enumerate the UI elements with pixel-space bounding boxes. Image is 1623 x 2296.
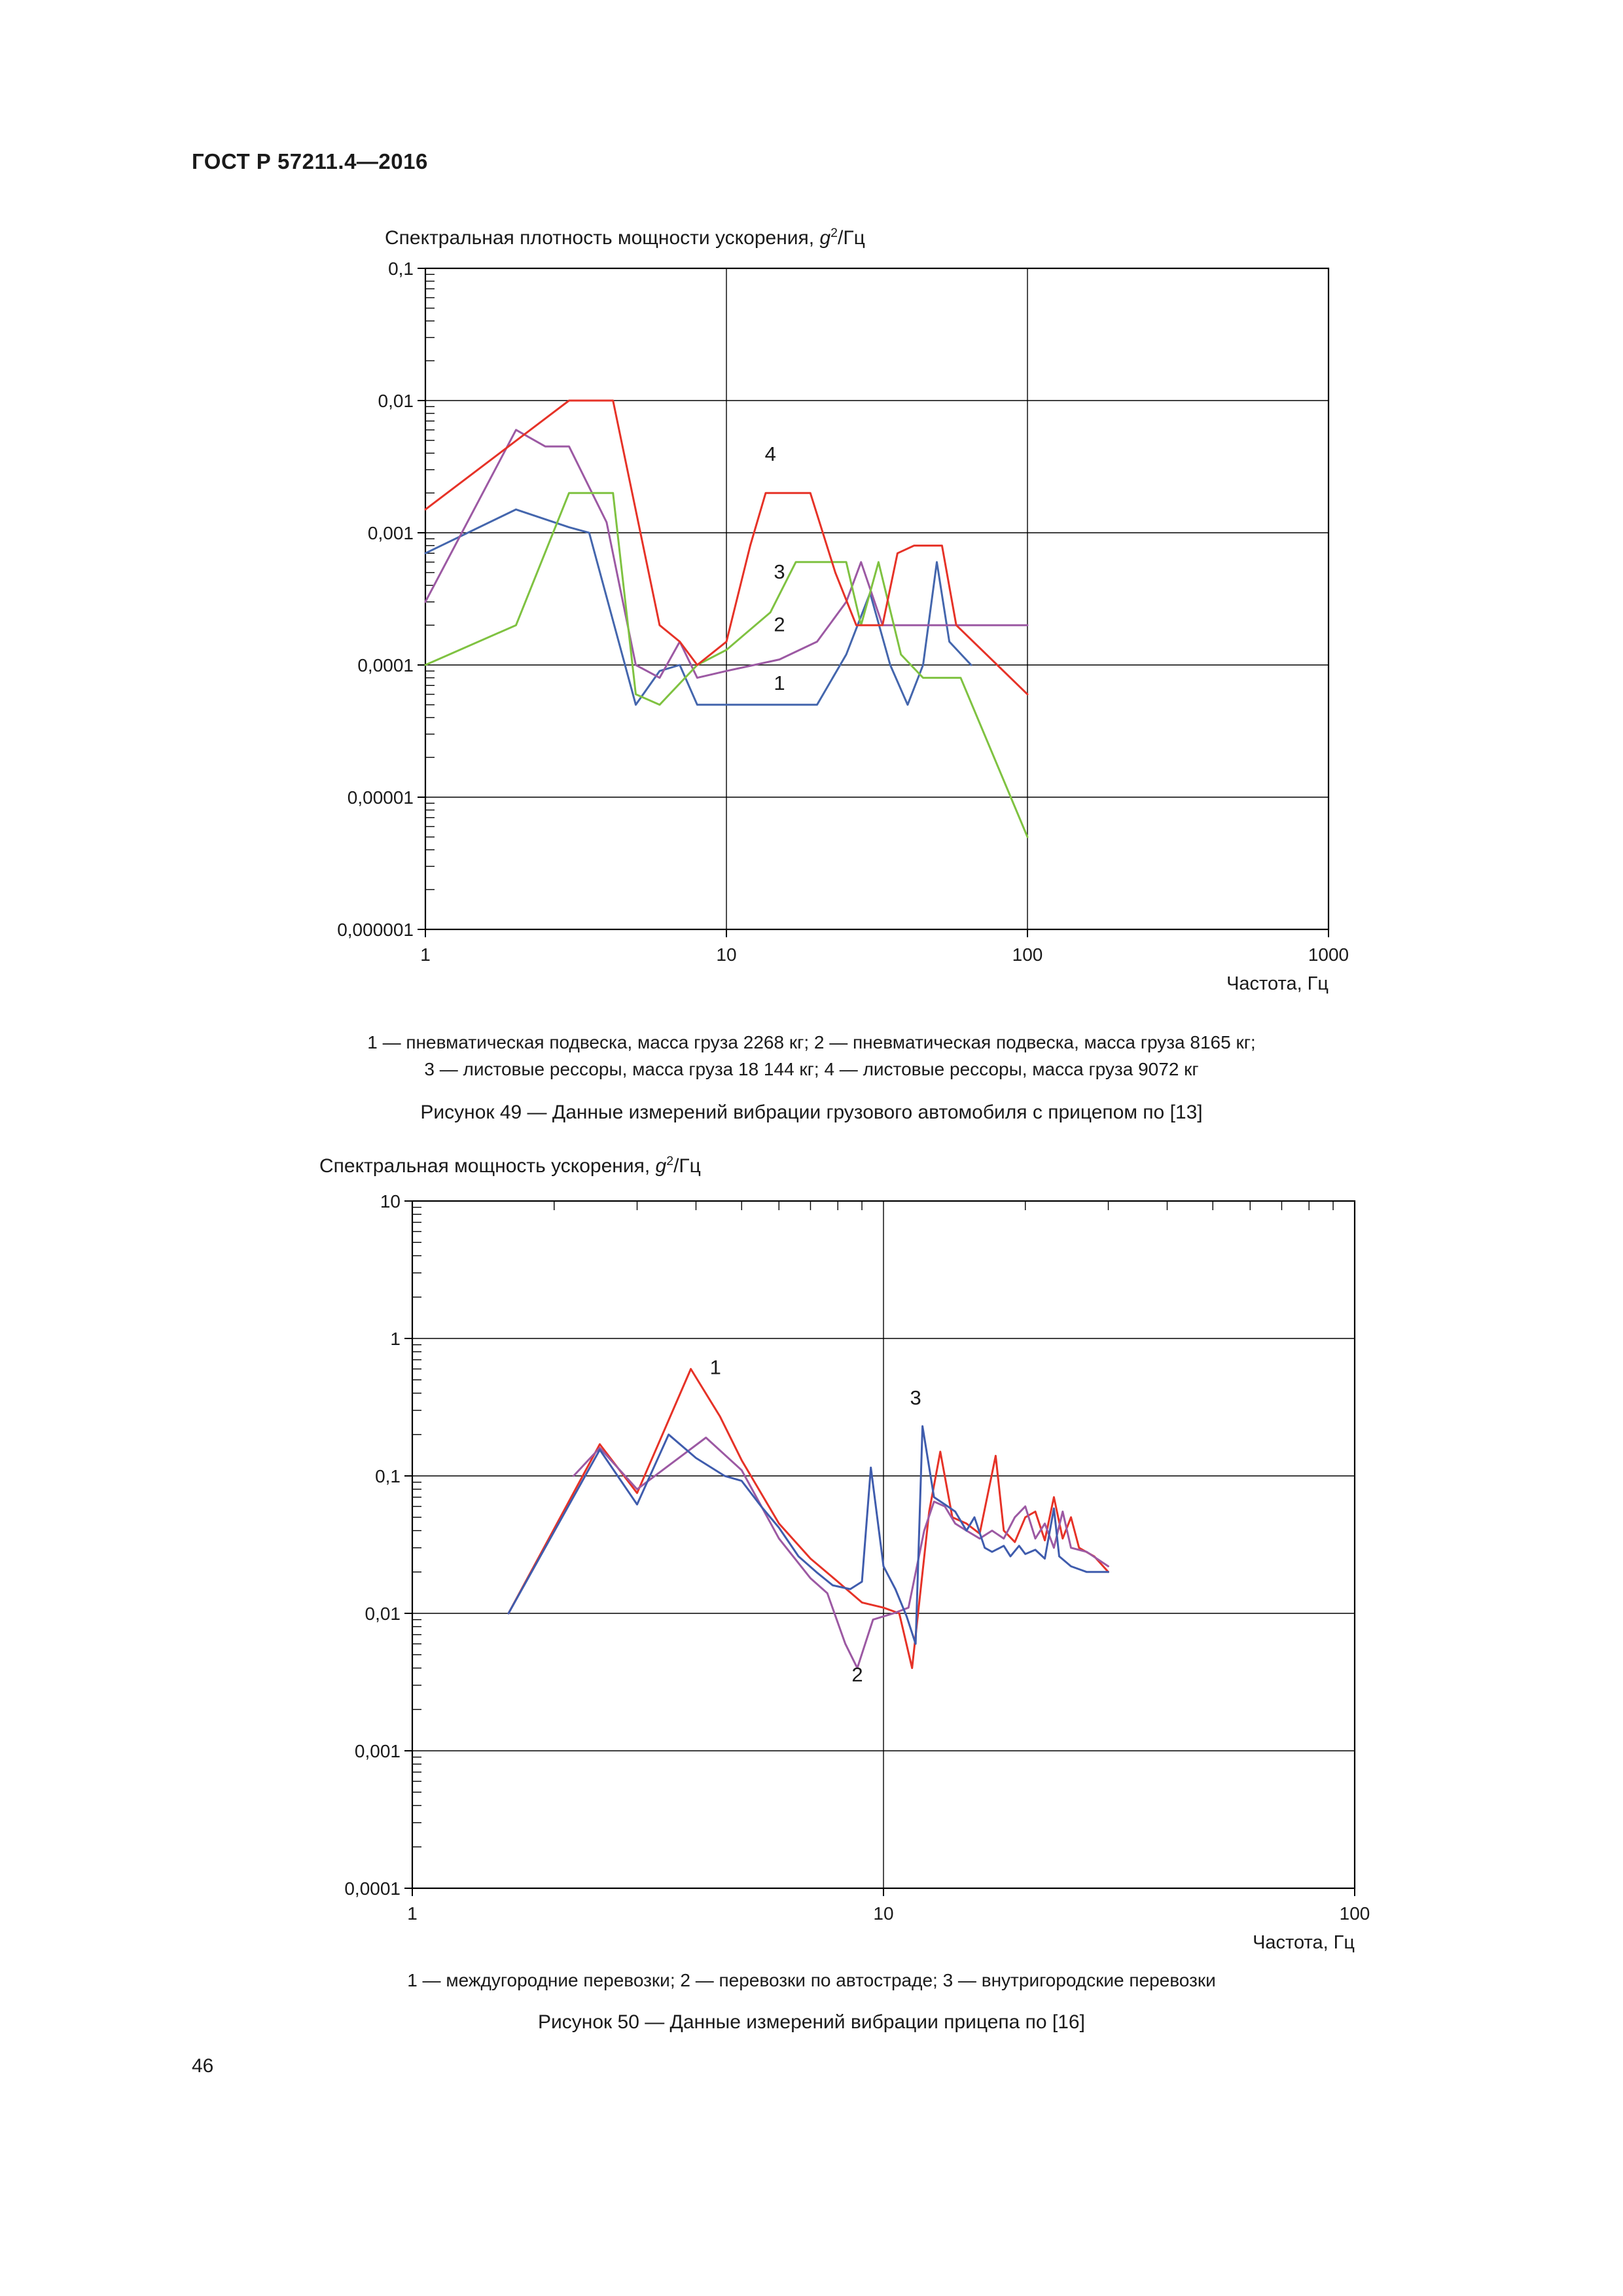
figure50-title-symbol: g	[655, 1155, 667, 1177]
figure49-chart-series-3	[424, 492, 1029, 838]
figure50-chart-ytick-label: 1	[390, 1329, 401, 1349]
figure50-chart-curve-label-2: 2	[851, 1663, 863, 1686]
figure49-title: Спектральная плотность мощности ускорени…	[385, 226, 865, 249]
figure49-chart-ytick-label: 0,1	[388, 259, 414, 279]
figure49-chart-ytick-label: 0,01	[378, 391, 414, 411]
figure50-chart-curve-label-3: 3	[910, 1386, 921, 1409]
figure49-chart-ytick-label: 0,000001	[337, 920, 414, 940]
figure49-chart-series-4	[424, 399, 1029, 696]
figure49-legend-line2: 3 — листовые рессоры, масса груза 18 144…	[424, 1059, 1199, 1079]
figure49-chart-ytick-label: 0,00001	[348, 787, 414, 808]
figure50-title-text: Спектральная мощность ускорения,	[319, 1155, 656, 1177]
page-number: 46	[192, 2055, 214, 2077]
figure49-chart-xtick-label: 1000	[1308, 944, 1349, 965]
figure50-chart-series-2	[573, 1437, 1109, 1670]
figure50-chart-series-3	[507, 1425, 1109, 1645]
figure49-legend-line1: 1 — пневматическая подвеска, масса груза…	[367, 1032, 1256, 1052]
figure49-chart-xtick-label: 10	[716, 944, 736, 965]
document-header: ГОСТ Р 57211.4—2016	[192, 149, 428, 173]
figure50-chart-ytick-label: 0,0001	[344, 1878, 401, 1899]
figure50-title-unit: /Гц	[673, 1155, 701, 1177]
figure49-title-unit: /Гц	[838, 227, 865, 249]
figure49-chart-curve-label-1: 1	[774, 672, 785, 694]
figure50-chart-xtick-label: 100	[1340, 1903, 1370, 1924]
figure50-chart-ytick-label: 0,01	[365, 1604, 401, 1624]
figure50-chart-xtick-label: 10	[873, 1903, 893, 1924]
figure49-chart-xtick-label: 100	[1012, 944, 1043, 965]
figure50-chart-ytick-label: 0,001	[355, 1741, 401, 1761]
figure50-title: Спектральная мощность ускорения, g2/Гц	[319, 1154, 701, 1177]
figure49-title-text: Спектральная плотность мощности ускорени…	[385, 227, 820, 249]
figure50-caption: Рисунок 50 — Данные измерений вибрации п…	[538, 2011, 1085, 2033]
figure50-chart-xtick-label: 1	[407, 1903, 418, 1924]
figure49-chart-ytick-label: 0,0001	[357, 655, 414, 675]
figure49-chart-series-2	[424, 429, 1029, 679]
figure50-chart-ytick-label: 10	[380, 1191, 401, 1211]
figure49-chart-series-1	[424, 508, 972, 706]
figure49-chart-curve-label-2: 2	[774, 613, 785, 636]
figure49-chart-curve-label-4: 4	[765, 442, 776, 465]
figure49-title-sup: 2	[830, 226, 838, 240]
figure49-caption: Рисунок 49 — Данные измерений вибрации г…	[420, 1102, 1203, 1123]
figure50-chart-ytick-label: 0,1	[375, 1466, 401, 1486]
figure49-chart-xtick-label: 1	[420, 944, 431, 965]
figure50-chart-plot-border	[411, 1200, 1356, 1890]
figure50-chart-xaxis-label: Частота, Гц	[1253, 1932, 1355, 1953]
figure49-chart-xaxis-label: Частота, Гц	[1226, 973, 1329, 994]
figure49-legend: 1 — пневматическая подвеска, масса груза…	[193, 1029, 1430, 1083]
figure49-title-symbol: g	[819, 227, 831, 249]
figure50-legend: 1 — междугородние перевозки; 2 — перевоз…	[193, 1967, 1430, 1994]
figure49-chart-curve-label-3: 3	[774, 560, 785, 583]
figure49-chart: 0,1 0,01 0,001 0,0001 0,00001 0,000001 1 10 100 1…	[337, 259, 1349, 994]
figure50-title-sup: 2	[666, 1154, 674, 1168]
figure50-chart-series-1	[507, 1368, 1109, 1670]
figure49-chart-plot-border	[424, 267, 1330, 931]
figure49-chart-ytick-label: 0,001	[368, 523, 414, 543]
figure50-legend-line1: 1 — междугородние перевозки; 2 — перевоз…	[407, 1970, 1216, 1990]
figure50-chart-curve-label-1: 1	[710, 1356, 721, 1379]
figure50-chart: 10 1 0,1 0,01 0,001 0,0001 1 10 100 1 3 2 Частота, Г…	[344, 1191, 1370, 1953]
